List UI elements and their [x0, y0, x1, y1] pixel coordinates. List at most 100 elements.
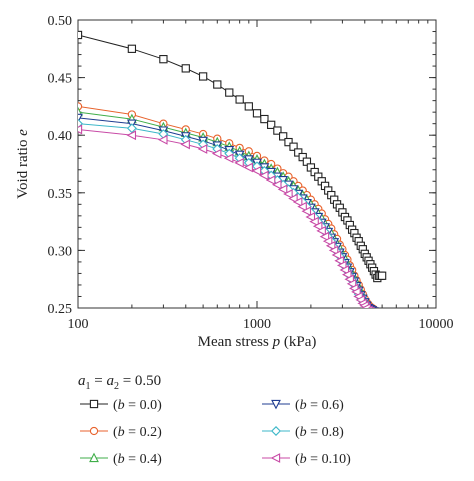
- data-point: [367, 305, 373, 308]
- data-point: [213, 80, 222, 89]
- data-point: [351, 286, 361, 297]
- data-point: [211, 148, 222, 159]
- data-point: [288, 193, 298, 204]
- legend-marker: [271, 399, 281, 410]
- y-tick-label: 0.40: [48, 129, 73, 144]
- data-point: [244, 102, 253, 111]
- series-2: [78, 106, 376, 308]
- legend-item: (b = 0.4): [80, 452, 162, 467]
- data-point: [370, 306, 374, 308]
- y-tick-label: 0.35: [48, 187, 73, 202]
- data-point: [271, 179, 282, 190]
- legend-label: (b = 0.0): [113, 398, 162, 413]
- axis-ticks: [77, 19, 437, 309]
- data-point: [294, 148, 303, 157]
- series-layer: [78, 30, 387, 318]
- data-point: [284, 137, 293, 147]
- x-axis-label: Mean stress p (kPa): [198, 334, 317, 350]
- legend-label: (b = 0.6): [295, 398, 344, 413]
- legend-marker: [89, 399, 99, 409]
- x-tick-label: 10000: [419, 317, 454, 332]
- data-point: [279, 132, 288, 141]
- data-point: [328, 245, 339, 256]
- data-point: [78, 124, 83, 135]
- series-5: [78, 124, 378, 318]
- legend: a1 = a2 = 0.50 (b = 0.0) (b = 0.2) (b = 0.…: [78, 373, 351, 467]
- data-point: [370, 310, 378, 318]
- data-point: [373, 307, 375, 308]
- data-point: [346, 278, 357, 289]
- legend-item: (b = 0.6): [262, 398, 344, 413]
- data-point: [267, 120, 276, 129]
- legend-marker: [89, 426, 99, 436]
- y-tick-label: 0.30: [48, 244, 73, 259]
- data-point: [197, 144, 208, 154]
- x-tick-label: 1000: [243, 317, 271, 332]
- data-point: [309, 216, 319, 227]
- legend-item: (b = 0.2): [80, 425, 162, 440]
- data-point: [283, 189, 293, 199]
- legend-label: (b = 0.2): [113, 425, 162, 440]
- legend-label: (b = 0.4): [113, 452, 162, 467]
- data-point: [181, 64, 190, 73]
- data-point: [127, 44, 137, 53]
- data-point: [259, 170, 269, 181]
- data-point: [319, 231, 330, 242]
- legend-marker: [89, 452, 99, 463]
- data-point: [336, 260, 347, 271]
- data-point: [371, 306, 375, 308]
- data-point: [312, 221, 323, 232]
- data-point: [260, 114, 269, 124]
- data-point: [78, 30, 83, 40]
- data-point: [334, 255, 344, 266]
- legend-item: (b = 0.8): [262, 425, 344, 440]
- data-point: [301, 206, 312, 217]
- y-tick-label: 0.50: [48, 14, 73, 29]
- data-point: [297, 201, 307, 212]
- data-point: [78, 118, 83, 129]
- legend-item: (b = 0.0): [80, 398, 162, 413]
- data-point: [344, 274, 354, 285]
- data-point: [339, 265, 350, 275]
- legend-item: (b = 0.10): [262, 452, 351, 467]
- data-point: [225, 88, 234, 97]
- data-point: [126, 130, 137, 141]
- series-0: [78, 30, 387, 283]
- data-point: [369, 307, 379, 308]
- data-point: [273, 126, 282, 135]
- legend-label: (b = 0.10): [295, 452, 351, 467]
- data-point: [243, 162, 253, 173]
- data-point: [316, 225, 326, 236]
- data-point: [305, 212, 316, 222]
- y-tick-label: 0.45: [48, 72, 73, 87]
- legend-label: (b = 0.8): [295, 425, 344, 440]
- legend-marker: [271, 426, 281, 436]
- data-point: [277, 184, 288, 195]
- data-point: [298, 152, 307, 162]
- data-point: [331, 250, 342, 260]
- data-point: [234, 157, 244, 168]
- axis-tick-labels: 0.25 0.30 0.35 0.40 0.45 0.50 100 1000 10000: [48, 14, 454, 332]
- legend-marker: [270, 453, 281, 463]
- data-point: [375, 307, 377, 308]
- data-point: [252, 109, 262, 118]
- data-point: [235, 95, 244, 104]
- data-point: [180, 139, 190, 150]
- data-point: [292, 197, 303, 207]
- y-tick-label: 0.25: [48, 302, 73, 317]
- data-point: [342, 269, 352, 280]
- legend-header: a1 = a2 = 0.50: [78, 373, 161, 392]
- y-axis-label: Void ratio e: [15, 129, 31, 199]
- series-line: [78, 105, 374, 308]
- data-point: [361, 303, 371, 308]
- data-point: [289, 142, 298, 151]
- data-point: [223, 153, 234, 164]
- data-point: [157, 134, 168, 145]
- data-point: [159, 55, 168, 64]
- data-point: [322, 236, 333, 247]
- data-point: [251, 166, 262, 176]
- data-point: [377, 271, 387, 280]
- x-tick-label: 100: [68, 317, 89, 332]
- data-point: [325, 240, 336, 251]
